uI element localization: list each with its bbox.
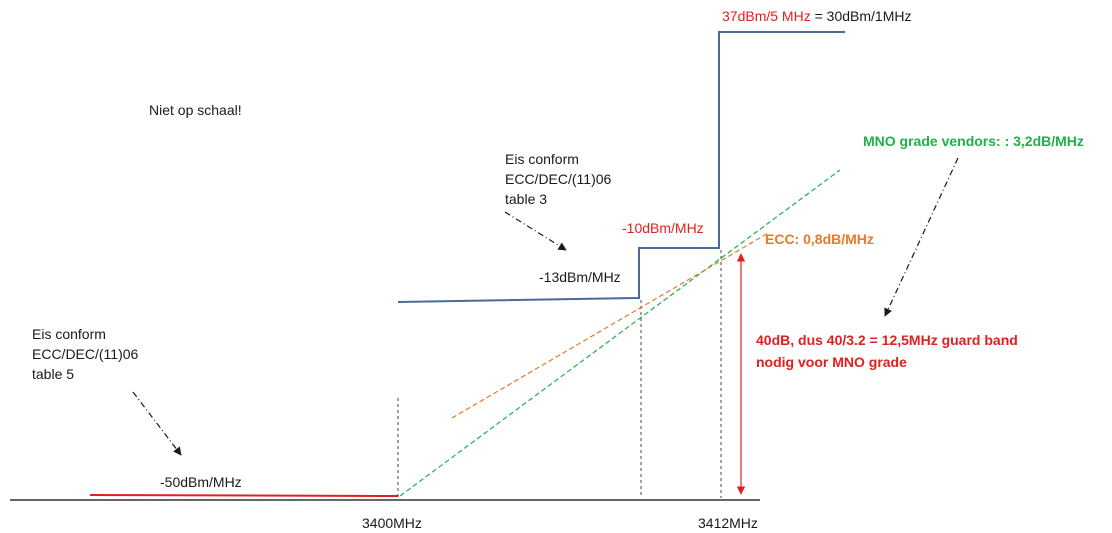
- ecc-slope-label: ECC: 0,8dB/MHz: [765, 231, 874, 247]
- spectrum-mask-line: [397, 31, 845, 303]
- ecc-slope-line: [451, 231, 771, 419]
- guard-band-label-line2: nodig voor MNO grade: [756, 354, 907, 370]
- table5-label-line2: ECC/DEC/(11)06: [32, 346, 139, 362]
- top-level-black-text: = 30dBm/1MHz: [811, 8, 912, 24]
- level-minus13-label: -13dBm/MHz: [539, 269, 621, 285]
- top-level-red-text: 37dBm/5 MHz: [722, 8, 811, 24]
- table5-label-line1: Eis conform: [32, 326, 106, 342]
- top-level-label: 37dBm/5 MHz = 30dBm/1MHz: [722, 8, 911, 24]
- mno-slope-label: MNO grade vendors: : 3,2dB/MHz: [863, 133, 1084, 149]
- table5-pointer-arrow: [132, 391, 182, 456]
- mno-slope-line: [399, 169, 841, 497]
- not-to-scale-note: Niet op schaal!: [149, 102, 242, 118]
- axis-tick-3400: 3400MHz: [362, 515, 422, 531]
- level-minus10-label: -10dBm/MHz: [622, 220, 704, 236]
- level-minus50-label: -50dBm/MHz: [160, 474, 242, 490]
- table3-label-line2: ECC/DEC/(11)06: [505, 171, 612, 187]
- table3-label-line1: Eis conform: [505, 151, 579, 167]
- guard-band-label-line1: 40dB, dus 40/3.2 = 12,5MHz guard band: [756, 332, 1018, 348]
- table5-label-line3: table 5: [32, 366, 74, 382]
- table3-label-line3: table 3: [505, 191, 547, 207]
- axis-tick-3412: 3412MHz: [698, 515, 758, 531]
- mno-pointer-arrow: [884, 157, 959, 317]
- table3-pointer-arrow: [504, 211, 567, 251]
- oob-level-line: [89, 494, 399, 497]
